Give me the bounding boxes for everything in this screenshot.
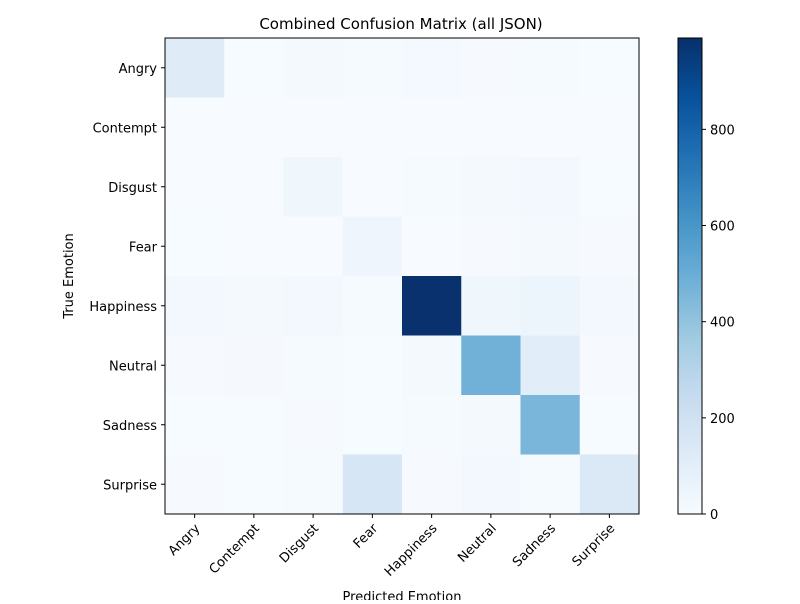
heatmap-cell <box>283 395 344 455</box>
heatmap-cell <box>579 335 640 396</box>
x-axis-label: Predicted Emotion <box>343 590 462 600</box>
heatmap-cell <box>165 157 225 217</box>
heatmap-cell <box>461 216 521 277</box>
chart-title: Combined Confusion Matrix (all JSON) <box>259 15 542 33</box>
heatmap-cell <box>520 157 581 217</box>
heatmap-cell <box>461 395 521 455</box>
heatmap-cell <box>342 276 403 336</box>
heatmap-cell <box>165 97 225 158</box>
heatmap-cell <box>283 454 344 515</box>
heatmap-cell <box>402 276 462 336</box>
y-tick-label: Contempt <box>93 121 157 136</box>
heatmap-cell <box>283 38 344 98</box>
colorbar-tick-label: 800 <box>710 123 735 138</box>
y-tick-label: Surprise <box>103 478 157 493</box>
x-tick-label: Happiness <box>382 521 441 580</box>
heatmap-cell <box>579 38 640 98</box>
y-axis-ticks: Angry Contempt Disgust Fear Happiness Neutral… <box>89 62 165 493</box>
heatmap-cell <box>165 395 225 455</box>
x-tick-label: Fear <box>351 521 382 552</box>
heatmap-cell <box>402 216 462 277</box>
colorbar-tick-label: 400 <box>710 316 735 331</box>
heatmap-cell <box>342 216 403 277</box>
heatmap-cell <box>520 276 581 336</box>
heatmap-cell <box>342 454 403 515</box>
heatmap-cell <box>402 97 462 158</box>
colorbar-tick-label: 600 <box>710 220 735 235</box>
heatmap-cell <box>461 97 521 158</box>
heatmap-cell <box>461 335 521 396</box>
heatmap-cell <box>224 454 284 515</box>
heatmap-cell <box>224 276 284 336</box>
heatmap-cells <box>165 38 640 515</box>
colorbar-tick-label: 0 <box>710 508 718 523</box>
heatmap-cell <box>461 454 521 515</box>
heatmap-cell <box>224 335 284 396</box>
heatmap-cell <box>579 454 640 515</box>
heatmap-cell <box>520 454 581 515</box>
heatmap-cell <box>342 335 403 396</box>
heatmap-cell <box>579 157 640 217</box>
y-tick-label: Disgust <box>108 181 157 196</box>
heatmap-cell <box>402 157 462 217</box>
heatmap-cell <box>402 395 462 455</box>
heatmap-cell <box>461 157 521 217</box>
heatmap-cell <box>283 157 344 217</box>
heatmap-cell <box>520 38 581 98</box>
heatmap-cell <box>283 335 344 396</box>
heatmap-cell <box>165 216 225 277</box>
heatmap-cell <box>579 276 640 336</box>
colorbar: 0 200 400 600 800 <box>677 37 735 523</box>
x-tick-label: Angry <box>166 521 204 559</box>
heatmap-cell <box>342 38 403 98</box>
heatmap-cell <box>283 276 344 336</box>
heatmap-cell <box>579 395 640 455</box>
x-tick-label: Sadness <box>510 521 559 570</box>
heatmap-cell <box>520 335 581 396</box>
heatmap-cell <box>402 38 462 98</box>
y-axis-label: True Emotion <box>62 233 77 319</box>
heatmap-cell <box>520 395 581 455</box>
heatmap-cell <box>165 38 225 98</box>
heatmap-cell <box>520 97 581 158</box>
heatmap-cell <box>342 395 403 455</box>
y-tick-label: Neutral <box>109 359 157 374</box>
y-tick-label: Fear <box>129 240 158 255</box>
heatmap-cell <box>402 335 462 396</box>
heatmap-cell <box>165 454 225 515</box>
colorbar-gradient <box>677 37 703 515</box>
heatmap-cell <box>342 97 403 158</box>
x-tick-label: Disgust <box>277 521 322 566</box>
heatmap-cell <box>165 335 225 396</box>
heatmap-cell <box>342 157 403 217</box>
plot-frame <box>164 37 640 515</box>
heatmap-cell <box>165 276 225 336</box>
heatmap-cell <box>579 216 640 277</box>
colorbar-ticks: 0 200 400 600 800 <box>702 123 735 523</box>
heatmap-cell <box>224 157 284 217</box>
heatmap-cell <box>224 97 284 158</box>
heatmap-cell <box>283 97 344 158</box>
heatmap-cell <box>402 454 462 515</box>
colorbar-tick-label: 200 <box>710 412 735 427</box>
heatmap-cell <box>283 216 344 277</box>
y-tick-label: Angry <box>119 62 158 77</box>
y-tick-label: Sadness <box>103 419 157 434</box>
heatmap-cell <box>224 216 284 277</box>
x-tick-label: Neutral <box>455 521 500 566</box>
heatmap-cell <box>224 38 284 98</box>
heatmap-cell <box>461 276 521 336</box>
heatmap-cell <box>224 395 284 455</box>
x-axis-ticks: Angry Contempt Disgust Fear Happiness Neutral… <box>166 514 619 580</box>
x-tick-label: Surprise <box>570 521 619 570</box>
heatmap-cell <box>579 97 640 158</box>
x-tick-label: Contempt <box>207 521 263 577</box>
y-tick-label: Happiness <box>89 300 157 315</box>
heatmap-cell <box>520 216 581 277</box>
heatmap-cell <box>461 38 521 98</box>
